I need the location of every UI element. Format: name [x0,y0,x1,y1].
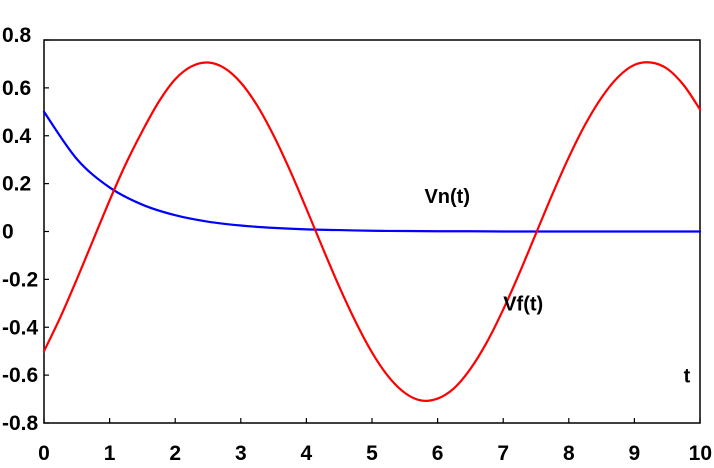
y-tick-label: -0.8 [2,412,39,435]
y-tick-label: 0.4 [2,125,32,148]
annotation-vf-label: Vf(t) [503,293,543,315]
annotation-vn-label: Vn(t) [424,186,470,208]
series-line-vf [42,61,702,402]
x-axis: 0 1 2 3 4 5 6 7 8 9 10 [38,418,712,465]
x-tick-label: 5 [366,442,378,465]
series-line-vn [42,110,702,233]
y-tick-label: -0.6 [2,364,38,387]
y-tick-label: 0.8 [2,24,32,47]
x-tick-label: 0 [38,442,50,465]
y-tick-label: -0.4 [2,316,39,339]
series-layer [42,61,702,402]
y-tick-label: 0 [2,221,14,244]
y-tick-label: 0.2 [2,173,31,196]
y-tick-label: 0.6 [2,77,31,100]
x-tick-label: 6 [432,442,444,465]
x-tick-label: 4 [301,442,313,465]
annotation-t-label: t [684,365,691,387]
x-tick-label: 7 [497,442,509,465]
y-axis: 0.8 0.6 0.4 0.2 0 -0.2 -0.4 -0.6 -0.8 [2,24,49,435]
x-tick-label: 10 [689,442,712,465]
x-tick-label: 3 [235,442,247,465]
x-tick-label: 2 [169,442,181,465]
x-tick-label: 9 [629,442,641,465]
x-tick-label: 8 [563,442,575,465]
y-tick-label: -0.2 [2,268,38,291]
x-tick-label: 1 [104,442,116,465]
annotations: Vn(t) Vf(t) t [424,186,690,388]
